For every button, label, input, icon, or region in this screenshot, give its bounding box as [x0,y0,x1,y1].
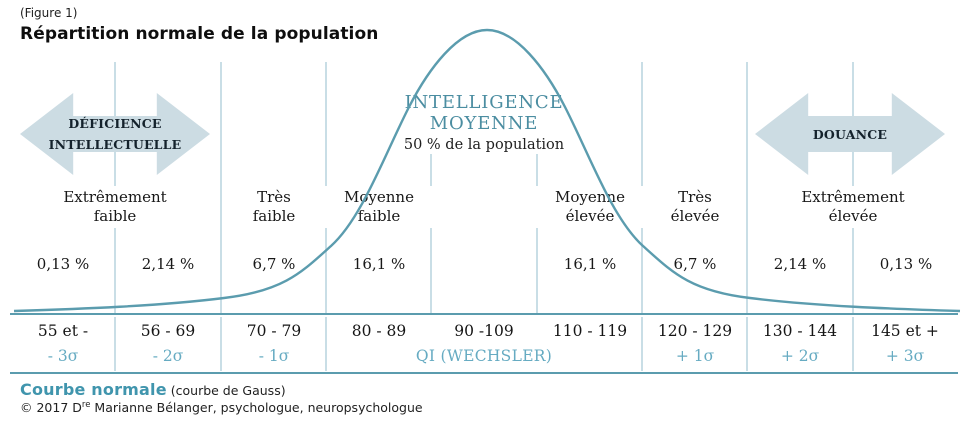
center-intelligence-label: INTELLIGENCE MOYENNE 50 % de la populati… [384,92,584,154]
douance-arrow: DOUANCE [755,93,945,175]
sigma-minus-3: - 3σ [47,347,79,365]
percent-band-2: 2,14 % [133,255,203,274]
band-gridline [536,150,538,314]
percent-band-6: 16,1 % [555,255,625,274]
band-gridline [746,62,748,314]
caption-title: Courbe normale [20,380,167,399]
category-high-average: Moyenne élevée [535,186,645,228]
qi-range-7: 120 - 129 [657,322,733,340]
qi-range-8: 130 - 144 [762,322,838,340]
table-separator [114,317,116,371]
band-gridline [430,150,432,314]
center-line1: INTELLIGENCE [404,92,564,113]
percent-band-9: 0,13 % [871,255,941,274]
x-axis-label: QI (WECHSLER) [415,347,553,365]
percent-band-3: 6,7 % [239,255,309,274]
band-gridline [220,62,222,314]
page-title: Répartition normale de la population [20,24,379,44]
percent-band-1: 0,13 % [28,255,98,274]
center-subtitle: 50 % de la population [400,137,568,154]
qi-range-3: 70 - 79 [246,322,302,340]
caption-paren: (courbe de Gauss) [166,383,286,398]
category-very-high: Très élevée [645,186,745,228]
sigma-plus-1: + 1σ [675,347,715,365]
table-separator [641,317,643,371]
deficience-arrow-label: DÉFICIENCE INTELLECTUELLE [49,113,182,155]
qi-range-6: 110 - 119 [552,322,628,340]
table-separator [852,317,854,371]
percent-band-4: 16,1 % [344,255,414,274]
sigma-minus-2: - 2σ [152,347,184,365]
figure-tag: (Figure 1) [20,6,78,20]
caption: Courbe normale (courbe de Gauss) [20,380,286,399]
table-separator [325,317,327,371]
table-separator [220,317,222,371]
sigma-minus-1: - 1σ [258,347,290,365]
qi-range-9: 145 et + [871,322,939,340]
deficience-line1: DÉFICIENCE [68,116,162,131]
category-low-average: Moyenne faible [324,186,434,228]
table-separator [746,317,748,371]
percent-band-8: 2,14 % [765,255,835,274]
center-line2: MOYENNE [429,113,539,134]
percent-band-7: 6,7 % [660,255,730,274]
qi-range-1: 55 et - [37,322,89,340]
qi-range-5: 90 -109 [454,322,514,340]
copyright: © 2017 Dre Marianne Bélanger, psychologu… [20,400,423,416]
deficience-line2: INTELLECTUELLE [48,137,182,152]
category-extremely-high: Extrêmement élevée [778,186,928,228]
qi-range-2: 56 - 69 [140,322,196,340]
qi-range-4: 80 - 89 [351,322,407,340]
sigma-plus-2: + 2σ [780,347,820,365]
category-extremely-low: Extrêmement faible [40,186,190,228]
sigma-plus-3: + 3σ [885,347,925,365]
douance-arrow-label: DOUANCE [812,126,888,142]
category-very-low: Très faible [224,186,324,228]
